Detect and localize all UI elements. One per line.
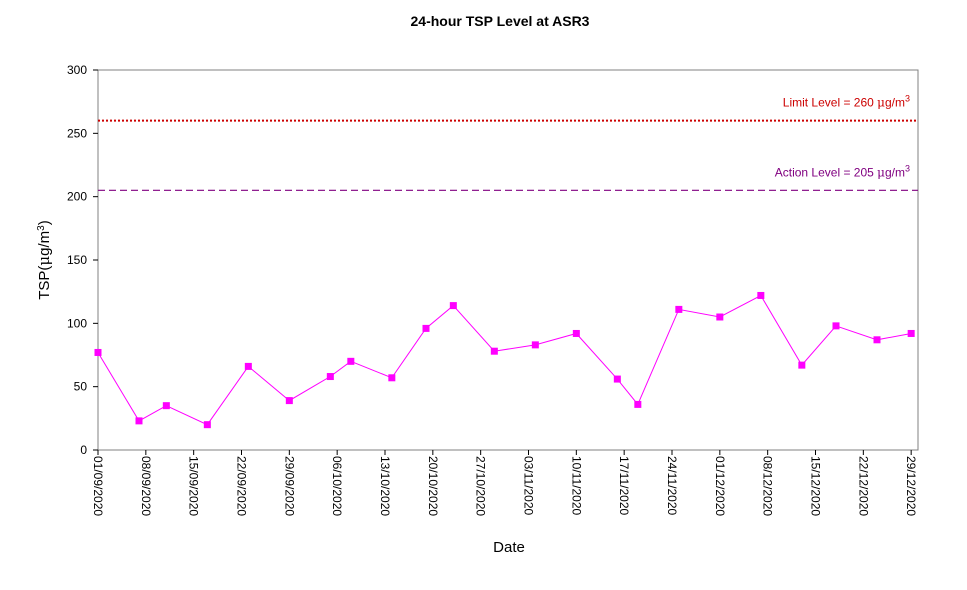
x-tick-label: 22/09/2020 — [235, 456, 249, 516]
x-tick-label: 27/10/2020 — [474, 456, 488, 516]
x-tick-label: 08/09/2020 — [139, 456, 153, 516]
x-tick-label: 15/12/2020 — [809, 456, 823, 516]
x-tick-label: 13/10/2020 — [378, 456, 392, 516]
y-tick-label: 150 — [67, 253, 87, 267]
tsp-data-point — [285, 397, 293, 405]
ref-label-text: Action Level = 205 — [775, 165, 877, 179]
y-axis: 0 50 100 150 200 250 300 — [67, 63, 98, 457]
x-tick-label: 15/09/2020 — [187, 456, 201, 516]
y-tick-label: 300 — [67, 63, 87, 77]
x-tick-label: 22/12/2020 — [856, 456, 870, 516]
x-tick-label: 24/11/2020 — [665, 456, 679, 515]
tsp-data-point — [347, 357, 355, 365]
tsp-data-point — [572, 329, 580, 337]
tsp-data-point — [162, 402, 170, 410]
tsp-data-point — [757, 291, 765, 299]
x-axis: 01/09/2020 08/09/2020 15/09/2020 22/09/2020… — [91, 450, 918, 516]
y-axis-title-base: TSP( — [36, 266, 53, 300]
ref-label-mu: μ — [877, 96, 885, 110]
y-axis-title-sup: 3 — [36, 225, 47, 231]
tsp-data-point — [907, 329, 915, 337]
x-tick-label: 01/09/2020 — [91, 456, 105, 516]
tsp-data-point — [798, 361, 806, 369]
ref-label-sup: 3 — [905, 163, 910, 173]
y-axis-title-mu: μ — [35, 256, 53, 266]
ref-label-sup: 3 — [905, 94, 910, 104]
tsp-data-point — [531, 341, 539, 349]
ref-label-unit: g/m — [885, 96, 905, 110]
tsp-data-point — [613, 375, 621, 383]
tsp-data-point — [135, 417, 143, 425]
y-axis-title: TSP(μg/m3) — [35, 220, 53, 300]
x-tick-label: 10/11/2020 — [569, 456, 583, 515]
chart-title: 24-hour TSP Level at ASR3 — [411, 13, 590, 29]
tsp-data-point — [634, 400, 642, 408]
tsp-data-point — [94, 348, 102, 356]
series-layer — [94, 291, 915, 429]
x-tick-label: 29/09/2020 — [282, 456, 296, 516]
y-axis-title-close: ) — [36, 220, 53, 225]
tsp-data-point — [449, 302, 457, 310]
x-tick-label: 20/10/2020 — [426, 456, 440, 516]
y-axis-title-unit: g/m — [36, 231, 53, 256]
tsp-data-point — [716, 313, 724, 321]
x-tick-label: 06/10/2020 — [330, 456, 344, 516]
ref-label-mu: μ — [877, 165, 885, 179]
ref-label-text: Limit Level = 260 — [783, 96, 877, 110]
tsp-data-point — [326, 373, 334, 381]
x-axis-title: Date — [493, 539, 525, 556]
tsp-data-point — [490, 347, 498, 355]
tsp-data-point — [388, 374, 396, 382]
x-tick-label: 17/11/2020 — [617, 456, 631, 515]
y-tick-label: 200 — [67, 190, 87, 204]
y-tick-label: 0 — [80, 443, 87, 457]
x-tick-label: 29/12/2020 — [904, 456, 918, 516]
y-tick-label: 100 — [67, 316, 87, 330]
y-tick-label: 50 — [74, 380, 88, 394]
limit-level-label: Limit Level = 260 μg/m3 — [783, 94, 910, 110]
x-tick-label: 08/12/2020 — [761, 456, 775, 516]
y-tick-label: 250 — [67, 126, 87, 140]
x-tick-label: 01/12/2020 — [713, 456, 727, 516]
plot-area — [97, 69, 919, 451]
ref-label-unit: g/m — [885, 165, 905, 179]
tsp-data-point — [832, 322, 840, 330]
tsp-data-point — [203, 421, 211, 429]
tsp-data-point — [422, 324, 430, 332]
tsp-data-point — [873, 336, 881, 344]
tsp-data-point — [675, 305, 683, 313]
x-tick-label: 03/11/2020 — [522, 456, 536, 515]
action-level-label: Action Level = 205 μg/m3 — [775, 163, 910, 179]
tsp-data-point — [244, 362, 252, 370]
